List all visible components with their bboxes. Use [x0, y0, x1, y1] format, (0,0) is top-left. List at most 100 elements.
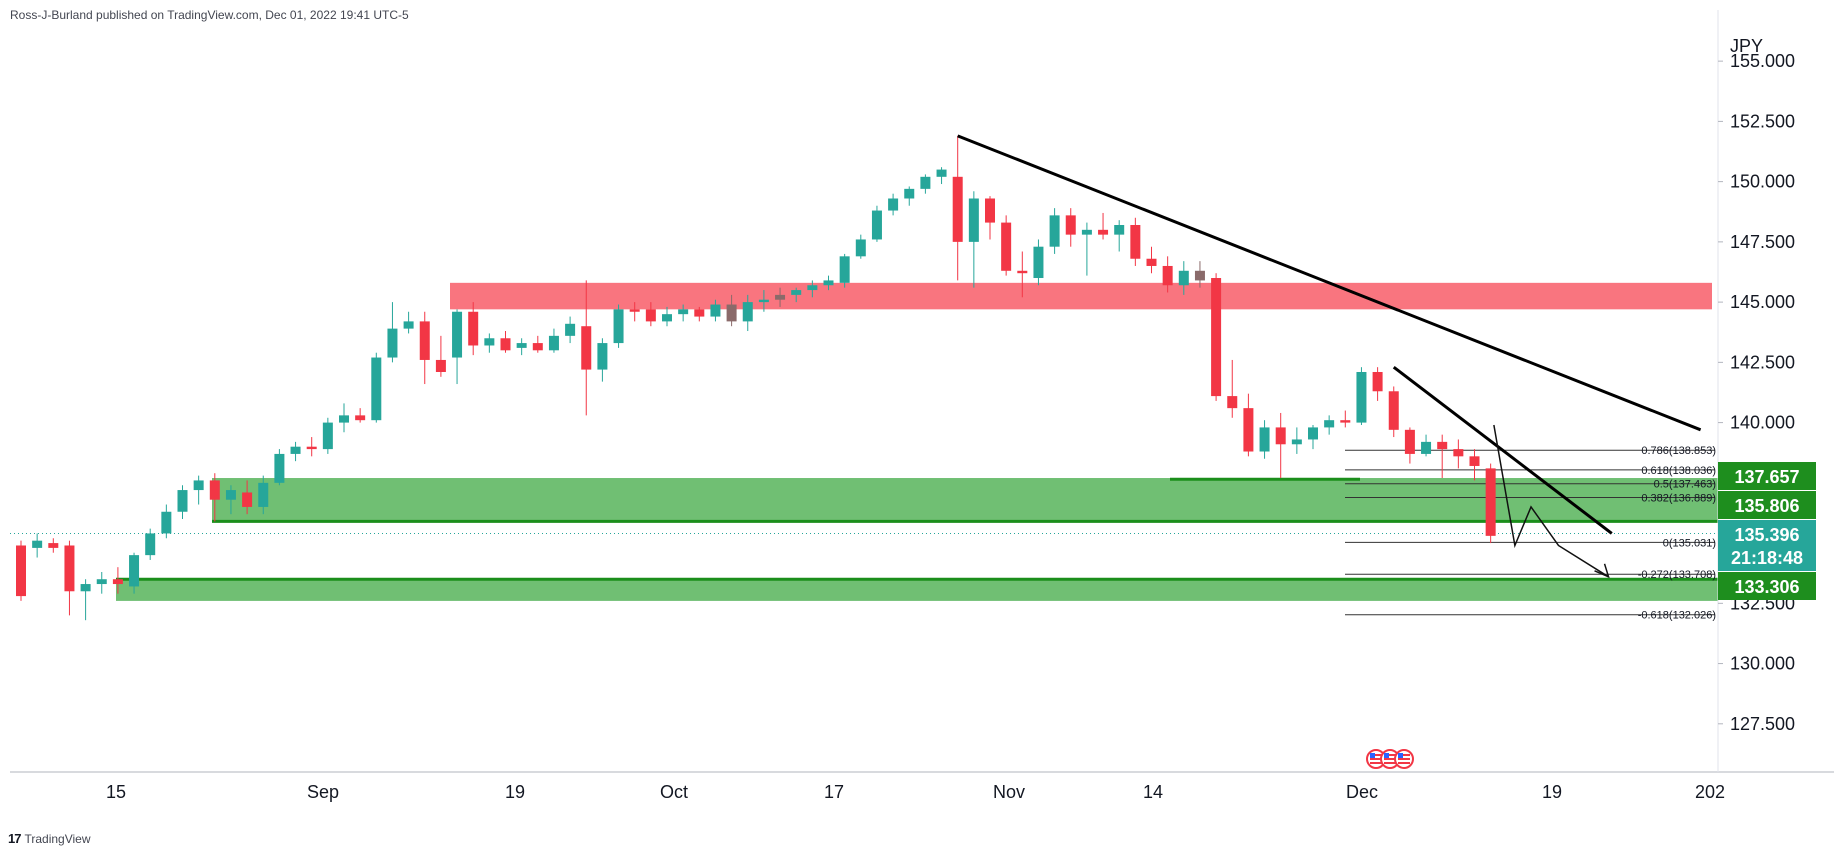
candle-body — [1162, 265, 1173, 286]
candle-body — [177, 490, 188, 512]
price-badge-label: 133.306 — [1734, 577, 1799, 597]
publisher-caption: Ross-J-Burland published on TradingView.… — [10, 8, 409, 22]
x-tick-label: 15 — [106, 782, 126, 802]
us-flag-event-icon[interactable] — [1380, 749, 1400, 769]
event-icons-layer — [1366, 749, 1414, 769]
flag-canton — [1398, 753, 1403, 758]
tradingview-logo-icon[interactable]: 17 — [8, 831, 22, 846]
candle-body — [1291, 439, 1302, 445]
candle-body — [694, 309, 705, 317]
candle-body — [1130, 225, 1141, 259]
y-tick-label: 150.000 — [1730, 172, 1795, 192]
candle-body — [936, 169, 947, 177]
candle-body — [952, 176, 963, 242]
candle-body — [1453, 449, 1464, 457]
candle-body — [1065, 215, 1076, 235]
candle-body — [645, 309, 656, 322]
price-badge — [1718, 491, 1816, 519]
flag-stripe — [1370, 754, 1382, 756]
candle-body — [1469, 456, 1480, 466]
candle-body — [1324, 420, 1335, 428]
flag-stripe — [1370, 762, 1382, 764]
candle-body — [678, 309, 689, 315]
x-tick-label: 19 — [505, 782, 525, 802]
x-tick-label: Nov — [993, 782, 1025, 802]
candle-body — [322, 422, 333, 450]
candle-body — [48, 543, 59, 548]
candle-body — [758, 299, 769, 303]
candle-body — [1421, 441, 1432, 454]
candle-body — [1194, 270, 1205, 281]
candle-body — [1372, 371, 1383, 392]
y-tick-label: 127.500 — [1730, 714, 1795, 734]
candle-body — [242, 492, 253, 507]
candle-body — [839, 256, 850, 283]
candle-body — [1243, 408, 1254, 452]
candle-body — [871, 210, 882, 240]
fib-level-label: 0.382(136.889) — [1641, 493, 1716, 505]
x-tick-label: Sep — [307, 782, 339, 802]
candle-body — [662, 314, 672, 322]
candle-body — [629, 309, 640, 312]
zone-resistance — [450, 282, 1712, 310]
candle-body — [1485, 468, 1496, 536]
candle-body — [1275, 427, 1286, 445]
flag-canton — [1370, 753, 1375, 758]
candle-body — [565, 323, 576, 336]
candle-body — [613, 309, 624, 344]
candle-body — [1178, 270, 1189, 286]
candle-body — [339, 415, 349, 423]
candle-body — [452, 311, 463, 358]
candle-body — [209, 480, 220, 500]
candle-body — [193, 480, 204, 491]
candle-body — [581, 326, 592, 370]
candle-body — [145, 533, 156, 556]
price-badge-label: 21:18:48 — [1731, 548, 1803, 568]
candle-body — [16, 545, 26, 597]
candle-body — [1356, 371, 1367, 423]
candle-body — [258, 482, 269, 507]
candle-body — [32, 540, 43, 548]
candle-body — [64, 545, 75, 592]
y-tick-label: 140.000 — [1730, 413, 1795, 433]
fib-level-label: 0.5(137.463) — [1654, 479, 1716, 491]
price-badge — [1718, 543, 1816, 571]
candle-body — [403, 321, 414, 329]
candle-body — [129, 555, 140, 587]
candle-body — [1146, 258, 1157, 266]
candle-body — [435, 359, 446, 372]
x-tick-label: Dec — [1346, 782, 1378, 802]
fib-level-label: -0.272(133.708) — [1638, 569, 1716, 581]
price-badges-layer: 137.657 135.806 135.396 21:18:48 133.306 — [1718, 462, 1816, 600]
us-flag-event-icon[interactable] — [1366, 749, 1386, 769]
currency-label: JPY — [1730, 36, 1763, 56]
candle-body — [290, 446, 301, 454]
y-tick-label: 152.500 — [1730, 111, 1795, 131]
price-badge-label: 135.806 — [1734, 496, 1799, 516]
candle-body — [516, 343, 527, 348]
candle-body — [1211, 278, 1222, 397]
projection-arrowhead — [1594, 563, 1610, 579]
candle-body — [225, 490, 236, 500]
flag-stripe — [1398, 754, 1410, 756]
candle-body — [726, 304, 737, 322]
candle-body — [419, 321, 430, 360]
footer: 17 TradingView — [8, 831, 91, 846]
price-badge — [1718, 572, 1816, 600]
x-tick-label: 19 — [1542, 782, 1562, 802]
candle-body — [355, 415, 366, 421]
trendlines-layer — [957, 134, 1702, 579]
candle-body — [1388, 391, 1399, 430]
candle-body — [1437, 441, 1448, 450]
candle-body — [387, 328, 398, 358]
candle-body — [904, 188, 915, 199]
fib-level-label: 0(135.031) — [1663, 537, 1716, 549]
candle-body — [532, 343, 543, 351]
y-tick-label: 155.000 — [1730, 51, 1795, 71]
candle-body — [1340, 420, 1351, 423]
candle-body — [791, 290, 802, 295]
us-flag-event-icon[interactable] — [1394, 749, 1414, 769]
candle-body — [484, 338, 495, 346]
